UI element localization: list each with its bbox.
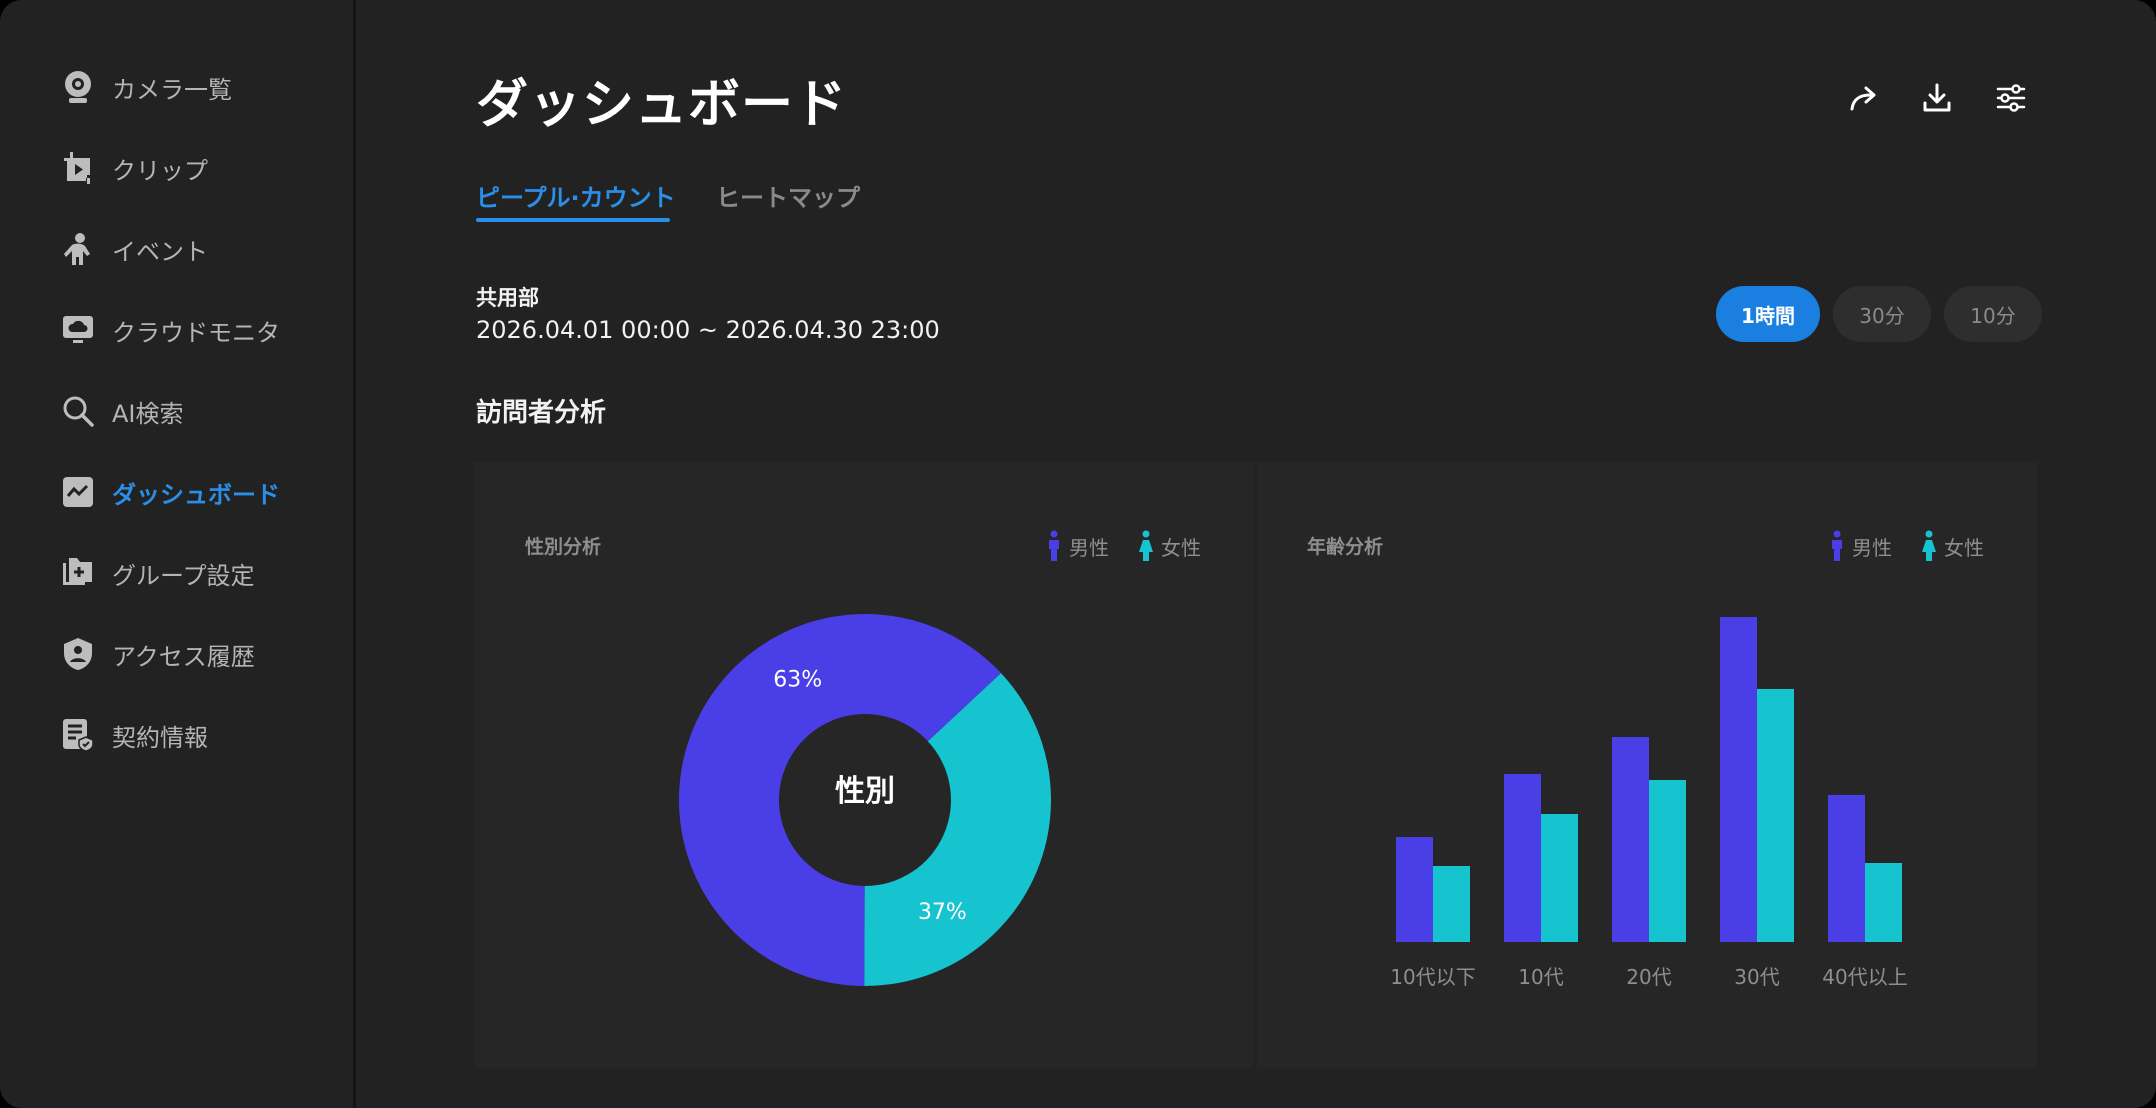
share-icon: [1850, 86, 1876, 111]
sidebar: カメラ一覧 クリップ イベント クラウドモニタ AI検索: [0, 0, 356, 1108]
gender-legend: 男性 女性: [1017, 530, 1201, 562]
interval-30min-button[interactable]: 30分: [1833, 286, 1931, 342]
event-person-icon: [58, 229, 98, 269]
sidebar-item-label: クラウドモニタ: [112, 318, 280, 347]
bar-male: [1828, 795, 1865, 942]
access-history-icon: [58, 634, 98, 674]
active-tab-indicator: [476, 218, 670, 222]
legend-female: 女性: [1137, 530, 1201, 562]
bar-female: [1649, 780, 1686, 942]
gender-donut-chart: 63% 37% 性別: [678, 614, 1051, 986]
share-button[interactable]: [1844, 78, 1884, 118]
legend-male-label: 男性: [1852, 535, 1892, 560]
sidebar-item-ai-search[interactable]: AI検索: [58, 386, 338, 436]
location-label: 共用部: [476, 286, 539, 310]
tab-heatmap[interactable]: ヒートマップ: [716, 184, 860, 212]
bar-female: [1865, 863, 1902, 942]
sidebar-item-label: 契約情報: [112, 723, 208, 752]
x-tick-label: 10代以下: [1390, 965, 1475, 989]
legend-male: 男性: [1045, 530, 1109, 562]
legend-male-label: 男性: [1069, 535, 1109, 560]
bar-female: [1757, 689, 1794, 942]
age-panel-title: 年齢分析: [1307, 536, 1384, 558]
sidebar-item-clip[interactable]: クリップ: [58, 143, 338, 193]
clip-icon: [58, 148, 98, 188]
filter-settings-button[interactable]: [1991, 78, 2031, 118]
date-range: 2026.04.01 00:00 ~ 2026.04.30 23:00: [476, 316, 940, 344]
interval-10min-button[interactable]: 10分: [1944, 286, 2042, 342]
bar-male: [1612, 737, 1649, 942]
download-icon: [1923, 83, 1951, 112]
sidebar-item-label: カメラ一覧: [112, 75, 232, 104]
female-icon: [1139, 530, 1153, 561]
donut-value-label: 63%: [773, 668, 822, 693]
camera-icon: [58, 67, 98, 107]
donut-center-label: 性別: [835, 774, 895, 809]
x-tick-label: 30代: [1734, 965, 1779, 989]
sidebar-item-label: イベント: [112, 237, 208, 266]
x-tick-label: 40代以上: [1822, 965, 1907, 989]
sidebar-item-label: AI検索: [112, 399, 184, 428]
download-button[interactable]: [1917, 78, 1957, 118]
cloud-monitor-icon: [58, 310, 98, 350]
section-title: 訪問者分析: [476, 398, 607, 428]
donut-slice-female: [864, 673, 1051, 986]
sidebar-item-cloud-monitor[interactable]: クラウドモニタ: [58, 305, 338, 355]
female-icon: [1922, 530, 1936, 561]
page-title: ダッシュボード: [476, 75, 848, 135]
x-tick-label: 20代: [1626, 965, 1671, 989]
bar-female: [1433, 866, 1470, 942]
legend-female: 女性: [1920, 530, 1984, 562]
sidebar-item-label: グループ設定: [112, 561, 255, 590]
sidebar-item-label: アクセス履歴: [112, 642, 255, 671]
legend-male: 男性: [1828, 530, 1892, 562]
bar-female: [1541, 814, 1578, 942]
male-icon: [1832, 530, 1842, 561]
sidebar-item-event[interactable]: イベント: [58, 224, 338, 274]
search-icon: [58, 391, 98, 431]
sidebar-item-label: ダッシュボード: [112, 480, 280, 509]
legend-female-label: 女性: [1161, 535, 1201, 560]
donut-slice-male: [678, 614, 1002, 986]
contract-icon: [58, 715, 98, 755]
dashboard-icon: [58, 472, 98, 512]
bar-male: [1720, 617, 1757, 942]
male-icon: [1049, 530, 1059, 561]
sidebar-item-camera-list[interactable]: カメラ一覧: [58, 62, 338, 112]
age-bar-chart: 10代以下 10代 20代 30代 40代以上: [1390, 617, 1908, 989]
bar-male: [1504, 774, 1541, 942]
bar-male: [1396, 837, 1433, 942]
tab-people-count[interactable]: ピープル·カウント: [476, 184, 676, 212]
sidebar-item-label: クリップ: [112, 156, 208, 185]
age-legend: 男性 女性: [1800, 530, 1984, 562]
group-settings-icon: [58, 553, 98, 593]
interval-1hour-button[interactable]: 1時間: [1716, 286, 1820, 342]
filter-settings-icon: [1996, 84, 2026, 112]
legend-female-label: 女性: [1944, 535, 1984, 560]
sidebar-item-dashboard[interactable]: ダッシュボード: [58, 467, 338, 517]
sidebar-item-access-history[interactable]: アクセス履歴: [58, 629, 338, 679]
gender-panel-title: 性別分析: [525, 536, 602, 558]
sidebar-item-group-settings[interactable]: グループ設定: [58, 548, 338, 598]
x-tick-label: 10代: [1518, 965, 1563, 989]
donut-value-label: 37%: [918, 900, 967, 925]
sidebar-item-contract[interactable]: 契約情報: [58, 710, 338, 760]
